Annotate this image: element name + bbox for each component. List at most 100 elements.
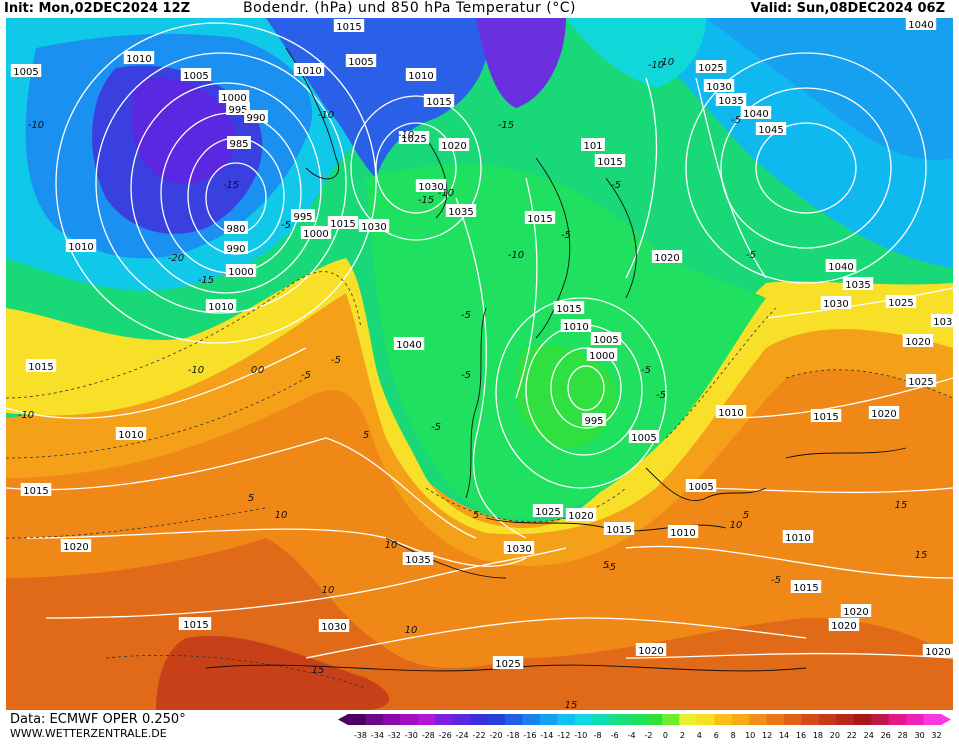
temperature-label: 0 bbox=[258, 365, 264, 376]
pressure-label-bg bbox=[810, 409, 842, 422]
pressure-label-bg bbox=[65, 239, 97, 252]
pressure-label-text: 1035 bbox=[718, 96, 743, 107]
pressure-label-bg bbox=[651, 250, 683, 263]
pressure-label-text: 1015 bbox=[606, 525, 631, 536]
legend-tick-label: -38 bbox=[354, 731, 367, 740]
website-link[interactable]: WWW.WETTERZENTRALE.DE bbox=[10, 727, 167, 740]
legend-tick-label: -26 bbox=[439, 731, 452, 740]
pressure-label-text: 1020 bbox=[871, 409, 896, 420]
pressure-label: 1020 bbox=[922, 644, 953, 658]
pressure-label-bg bbox=[423, 94, 455, 107]
pressure-label-text: 1035 bbox=[448, 207, 473, 218]
pressure-label-bg bbox=[227, 136, 251, 149]
init-time: Init: Mon,02DEC2024 12Z bbox=[4, 1, 191, 16]
pressure-label-bg bbox=[582, 413, 606, 426]
legend-swatch bbox=[470, 714, 489, 725]
pressure-label-text: 1015 bbox=[597, 157, 622, 168]
legend-arrow-left bbox=[338, 714, 348, 725]
pressure-label: 1020 bbox=[565, 508, 597, 522]
temperature-label: -15 bbox=[498, 120, 514, 131]
header-bar: Init: Mon,02DEC2024 12Z Bodendr. (hPa) u… bbox=[0, 0, 959, 18]
pressure-label-bg bbox=[635, 643, 667, 656]
temperature-label: 10 bbox=[405, 625, 418, 636]
legend-swatch bbox=[574, 714, 593, 725]
legend-tick-label: 4 bbox=[697, 731, 702, 740]
pressure-label-bg bbox=[180, 68, 212, 81]
pressure-label-text: 995 bbox=[293, 212, 312, 223]
pressure-label-bg bbox=[405, 68, 437, 81]
legend-tick-label: -30 bbox=[405, 731, 418, 740]
pressure-label-text: 1015 bbox=[556, 304, 581, 315]
pressure-label-bg bbox=[438, 138, 470, 151]
pressure-label-bg bbox=[825, 259, 857, 272]
pressure-label-bg bbox=[25, 359, 57, 372]
legend-tick-label: -4 bbox=[628, 731, 636, 740]
pressure-label-bg bbox=[224, 221, 248, 234]
legend-swatch bbox=[557, 714, 576, 725]
temperature-label: 5 bbox=[743, 510, 749, 521]
legend-swatch bbox=[348, 714, 366, 725]
legend-swatch bbox=[661, 714, 680, 725]
temperature-label: -5 bbox=[606, 562, 616, 573]
pressure-label-text: 1000 bbox=[303, 229, 328, 240]
temperature-label: -5 bbox=[461, 310, 471, 321]
pressure-label: 1035 bbox=[842, 277, 874, 291]
pressure-label-text: 1015 bbox=[793, 583, 818, 594]
temperature-label: 5 bbox=[248, 493, 254, 504]
temperature-label: -10 bbox=[188, 365, 204, 376]
data-source: Data: ECMWF OPER 0.250° bbox=[10, 712, 186, 727]
pressure-label: 1025 bbox=[905, 374, 937, 388]
legend-swatch bbox=[627, 714, 645, 725]
pressure-label: 1020 bbox=[635, 643, 667, 657]
temperature-label: -10 bbox=[648, 60, 664, 71]
legend-tick-label: 28 bbox=[898, 731, 908, 740]
pressure-label-text: 1020 bbox=[568, 511, 593, 522]
pressure-label: 1010 bbox=[560, 319, 592, 333]
pressure-label: 1015 bbox=[333, 19, 365, 33]
legend-tick-label: 18 bbox=[813, 731, 823, 740]
pressure-label-bg bbox=[180, 617, 212, 630]
pressure-label-bg bbox=[667, 525, 699, 538]
pressure-label-text: 1015 bbox=[183, 620, 208, 631]
pressure-label: 1040 bbox=[740, 106, 772, 120]
legend-swatches bbox=[338, 714, 951, 725]
pressure-label-bg bbox=[885, 295, 917, 308]
pressure-label-text: 995 bbox=[584, 416, 603, 427]
pressure-label-bg bbox=[20, 483, 52, 496]
pressure-label: 1010 bbox=[115, 427, 147, 441]
pressure-label-text: 1010 bbox=[670, 528, 695, 539]
pressure-label: 1010 bbox=[205, 299, 237, 313]
pressure-label: 1030 bbox=[415, 179, 447, 193]
temperature-label: -5 bbox=[731, 115, 741, 126]
pressure-label: 1015 bbox=[790, 580, 822, 594]
pressure-label-bg bbox=[327, 216, 359, 229]
pressure-label: 1015 bbox=[25, 359, 57, 373]
pressure-label: 1000 bbox=[218, 90, 250, 104]
legend-tick-label: 2 bbox=[680, 731, 685, 740]
pressure-label-text: 1030 bbox=[418, 182, 443, 193]
legend-tick-label: -32 bbox=[388, 731, 401, 740]
temperature-label: -15 bbox=[223, 180, 239, 191]
field-arctic bbox=[476, 18, 566, 108]
legend-tick-label: 32 bbox=[931, 731, 941, 740]
temperature-label: -5 bbox=[641, 365, 651, 376]
legend-swatch bbox=[888, 714, 907, 725]
pressure-label: 1015 bbox=[20, 483, 52, 497]
legend-tick-label: 26 bbox=[881, 731, 891, 740]
legend-tick-label: 30 bbox=[914, 731, 924, 740]
pressure-label: 1035 bbox=[715, 93, 747, 107]
temperature-label: -5 bbox=[746, 250, 756, 261]
pressure-label: 1030 bbox=[930, 314, 953, 328]
pressure-label-bg bbox=[594, 154, 626, 167]
legend-tick-label: 24 bbox=[864, 731, 874, 740]
legend-swatch bbox=[871, 714, 890, 725]
legend-tick-label: -22 bbox=[473, 731, 486, 740]
pressure-label: 1020 bbox=[868, 406, 900, 420]
pressure-label-bg bbox=[300, 226, 332, 239]
temperature-label: 15 bbox=[915, 550, 928, 561]
pressure-label: 1040 bbox=[825, 259, 857, 273]
pressure-label-bg bbox=[333, 19, 365, 32]
legend-swatch bbox=[906, 714, 925, 725]
pressure-label-text: 1020 bbox=[441, 141, 466, 152]
pressure-label: 1015 bbox=[524, 211, 556, 225]
